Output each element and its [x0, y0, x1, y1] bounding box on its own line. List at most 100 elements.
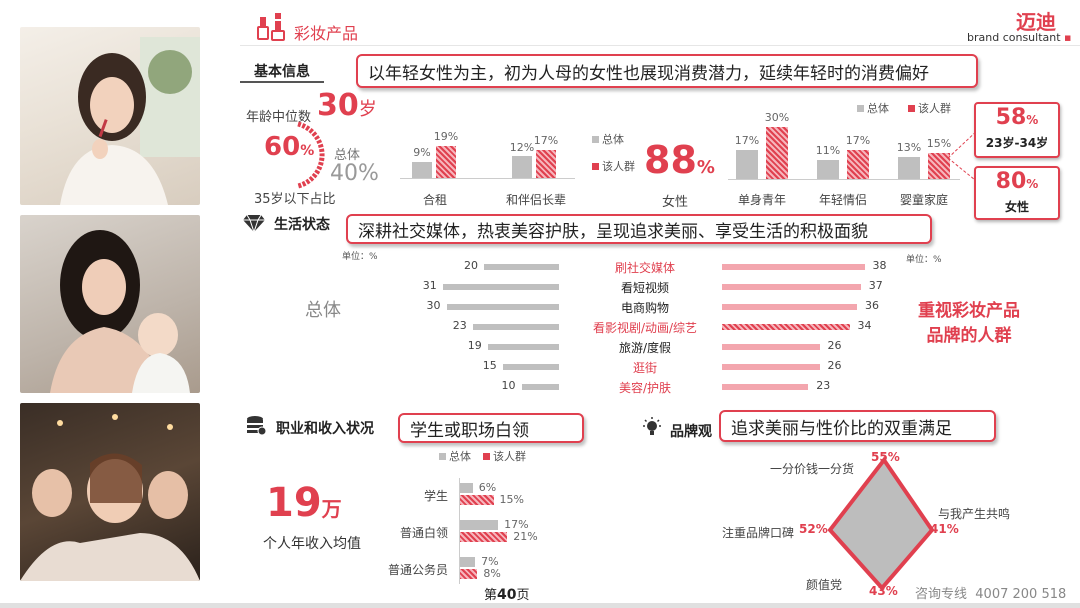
legend-target-mid: 该人群 [592, 158, 635, 174]
career-value-target: 15% [499, 493, 524, 506]
female-pct: 88% [644, 138, 715, 182]
photo-friends-group [20, 403, 200, 581]
under35-unit: % [300, 143, 315, 159]
diamond-icon [243, 213, 265, 234]
val-with-family-overall: 12% [509, 141, 535, 154]
median-age-number: 30 [317, 88, 359, 123]
stage-baseline [728, 179, 960, 180]
income-value: 19万 [266, 480, 342, 526]
legend-overall-mid-text: 总体 [602, 133, 624, 146]
callout-age-pct: 58% [976, 104, 1058, 134]
career-bar-overall [459, 557, 476, 567]
radar-value-bottom: 43% [869, 584, 898, 598]
life-category-label: 电商购物 [620, 301, 669, 315]
career-value-target: 21% [513, 530, 538, 543]
radar-value-top: 55% [871, 450, 900, 464]
brand-headline: 追求美丽与性价比的双重满足 [719, 410, 996, 442]
bar-shared-rent-overall [412, 162, 432, 178]
career-bar-target [459, 495, 494, 505]
brand-tag: 品牌观 [670, 424, 712, 440]
life-value-overall: 23 [452, 319, 467, 332]
career-legend-overall: 总体 [439, 448, 471, 464]
section-title: 彩妆产品 [294, 24, 359, 43]
val-with-family-target: 17% [533, 134, 559, 147]
life-value-target: 36 [865, 299, 879, 312]
callout-age-unit: % [1026, 113, 1039, 127]
unit-left: 单位：% [342, 252, 378, 262]
life-highlight-line1: 重视彩妆产品 [918, 301, 1020, 321]
val-couple-target: 17% [845, 134, 871, 147]
legend-target-right: 该人群 [908, 100, 951, 116]
val-single-overall: 17% [734, 134, 760, 147]
income-label: 个人年收入均值 [263, 536, 361, 552]
life-value-target: 23 [816, 379, 831, 392]
life-category-label: 刷社交媒体 [614, 261, 675, 275]
hotline-number: 4007 200 518 [975, 587, 1067, 602]
radar-value-right: 41% [930, 522, 959, 536]
bar-with-family-target [536, 150, 556, 178]
life-value-overall: 20 [464, 259, 478, 272]
life-category-label: 逛街 [632, 361, 657, 375]
age-donut-arc [250, 120, 330, 190]
page-suffix: 页 [516, 588, 530, 603]
career-bar-overall [459, 520, 499, 530]
life-bar-target [722, 324, 850, 330]
career-headline: 学生或职场白领 [398, 413, 584, 443]
life-headline: 深耕社交媒体，热衷美容护肤，呈现追求美丽、享受生活的积极面貌 [346, 214, 932, 244]
val-shared-rent-overall: 9% [413, 146, 431, 159]
legend-gray-swatch-right [857, 105, 864, 112]
career-legend-overall-text: 总体 [449, 450, 471, 463]
life-bar-overall [472, 324, 559, 330]
callout-female-number: 80 [995, 169, 1027, 194]
radar-label-right: 与我产生共鸣 [938, 507, 1011, 521]
life-value-target: 34 [857, 319, 872, 332]
life-tag: 生活状态 [274, 217, 330, 233]
callout-female-box: 80% 女性 [974, 166, 1060, 220]
female-number: 88 [644, 138, 697, 182]
legend-pink-swatch [592, 163, 599, 170]
life-value-overall: 30 [426, 299, 441, 312]
female-unit: % [696, 157, 715, 178]
life-value-target: 26 [827, 359, 842, 372]
lightbulb-icon [640, 417, 664, 439]
female-label: 女性 [662, 195, 689, 210]
career-legend-target-text: 该人群 [493, 450, 526, 463]
life-bar-overall [446, 304, 559, 310]
life-bar-target [722, 384, 809, 390]
brand-subtitle-text: brand consultant [967, 31, 1061, 44]
brand-subtitle: brand consultant ▪ [967, 31, 1072, 44]
life-bar-overall [442, 284, 559, 290]
life-headline-text: 深耕社交媒体，热衷美容护肤，呈现追求美丽、享受生活的积极面貌 [358, 221, 868, 242]
under35-pct: 60% [264, 132, 314, 162]
val-infant-overall: 13% [896, 141, 922, 154]
life-value-overall: 15 [482, 359, 497, 372]
life-bar-target [722, 364, 820, 370]
callout-age-label: 23岁-34岁 [985, 136, 1049, 150]
career-category-label: 普通公务员 [387, 563, 448, 577]
income-number: 19 [266, 480, 322, 526]
legend-overall-right: 总体 [857, 100, 889, 116]
cat-couple: 年轻情侣 [818, 193, 867, 207]
header-underline [240, 45, 1080, 46]
bar-with-family-overall [512, 156, 532, 178]
legend-gray-swatch [592, 136, 599, 143]
bar-infant-overall [898, 157, 920, 179]
life-highlight-line2: 品牌的人群 [926, 326, 1012, 346]
brand-dot-icon: ▪ [1060, 31, 1072, 44]
bar-shared-rent-target [436, 146, 456, 178]
median-age-label: 年龄中位数 [246, 110, 312, 125]
cat-shared-rent: 合租 [422, 193, 447, 207]
unit-right: 单位：% [906, 255, 942, 265]
life-bar-target [722, 284, 861, 290]
hotline-label: 咨询专线 [915, 587, 968, 602]
living-baseline [400, 178, 575, 179]
career-bar-overall [459, 483, 473, 493]
career-category-label: 学生 [423, 489, 448, 503]
life-overall-label: 总体 [305, 300, 341, 321]
callout-age-box: 58% 23岁-34岁 [974, 102, 1060, 158]
life-bar-overall [484, 264, 559, 270]
career-legend-pink-swatch [483, 453, 490, 460]
bar-infant-target [928, 153, 950, 179]
radar-label-left: 注重品牌口碑 [722, 526, 795, 540]
life-value-overall: 19 [467, 339, 482, 352]
